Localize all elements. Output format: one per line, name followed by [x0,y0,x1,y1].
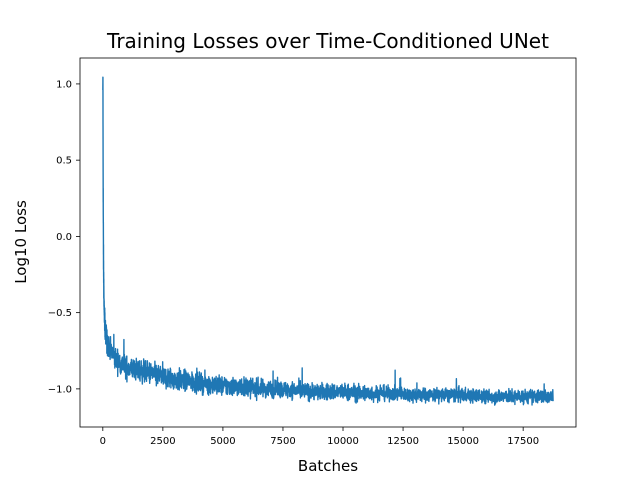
chart-title: Training Losses over Time-Conditioned UN… [106,29,549,53]
y-tick-label: 1.0 [56,79,72,90]
x-tick-label: 7500 [270,436,295,447]
y-tick-label: −0.5 [48,308,72,319]
x-tick-label: 0 [100,436,106,447]
x-tick-label: 5000 [210,436,235,447]
y-axis: −1.0 −0.5 0.0 0.5 1.0 [48,79,80,395]
x-tick-label: 10000 [327,436,359,447]
y-tick-label: 0.0 [56,232,72,243]
loss-series [102,76,554,406]
x-tick-label: 2500 [150,436,175,447]
y-tick-label: 0.5 [56,156,72,167]
y-axis-label: Log10 Loss [12,200,30,284]
x-axis: 0 2500 5000 7500 10000 12500 15000 17500 [100,427,539,447]
y-tick-label: −1.0 [48,384,72,395]
x-axis-label: Batches [298,457,358,475]
plot-frame [79,57,577,428]
x-tick-label: 15000 [447,436,479,447]
x-tick-label: 12500 [387,436,419,447]
loss-line [102,76,554,406]
x-tick-label: 17500 [507,436,539,447]
